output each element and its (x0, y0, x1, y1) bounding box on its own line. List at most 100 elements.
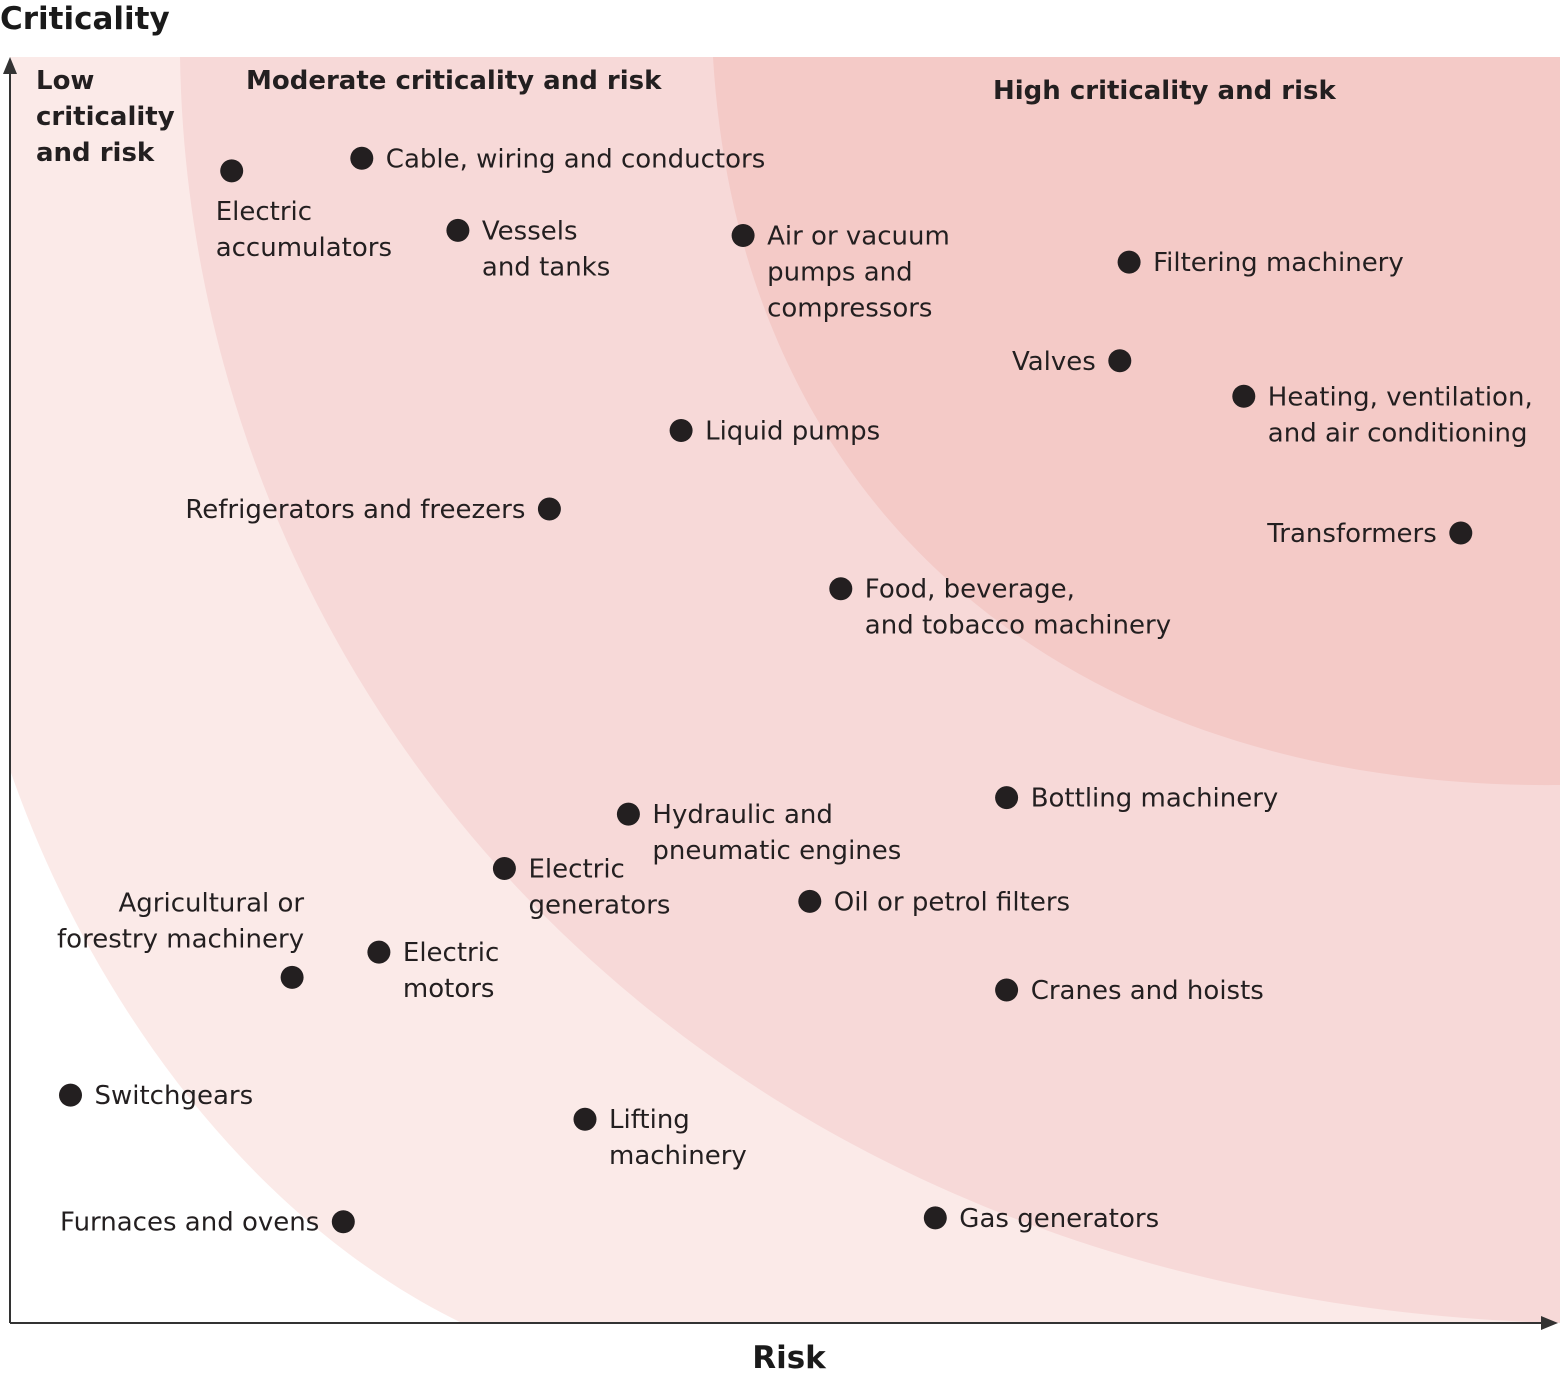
point-label: Electric motors (403, 938, 499, 1004)
point-label-line: Cable, wiring and conductors (386, 144, 765, 174)
point-label-line: Gas generators (959, 1204, 1159, 1234)
point-group: Liquid pumps (669, 417, 880, 447)
data-point (350, 146, 374, 170)
zone-label-line: High criticality and risk (993, 76, 1336, 106)
data-point (731, 224, 755, 247)
point-label: Transformers (1266, 519, 1437, 549)
point-label-line: Food, beverage, (865, 575, 1075, 605)
data-point (995, 786, 1019, 810)
point-label-line: Refrigerators and freezers (185, 495, 525, 525)
point-group: Air or vacuum pumps and compressors (731, 222, 950, 324)
point-label: Vessels and tanks (482, 216, 610, 282)
point-group: Valves (1012, 347, 1132, 377)
point-label: Electric generators (529, 855, 671, 921)
point-label-line: pumps and (767, 258, 913, 288)
axes (3, 57, 1558, 1330)
point-group: Lifting machinery (573, 1105, 747, 1171)
point-label: Furnaces and ovens (60, 1208, 319, 1238)
zone-labels: Low criticality and risk Moderate criticali… (36, 66, 1336, 168)
point-label-line: Filtering machinery (1153, 248, 1404, 278)
point-label-line: Cranes and hoists (1031, 976, 1264, 1006)
x-axis-title: Risk (752, 1340, 827, 1376)
point-label: Oil or petrol filters (834, 887, 1070, 917)
point-group: Gas generators (923, 1204, 1159, 1234)
point-label: Agricultural or forestry machinery (57, 888, 304, 954)
point-label: Lifting machinery (609, 1105, 747, 1171)
point-label: Gas generators (959, 1204, 1159, 1234)
point-group: Electric generators (492, 855, 671, 921)
point-group: Electric motors (367, 938, 499, 1004)
data-point (59, 1083, 82, 1107)
point-label: Switchgears (95, 1081, 254, 1111)
data-point (995, 978, 1019, 1002)
point-label-line: Agricultural or (119, 888, 305, 918)
point-group: Food, beverage, and tobacco machinery (829, 575, 1171, 641)
data-point (1232, 384, 1256, 408)
point-label-line: Heating, ventilation, (1268, 382, 1533, 412)
data-point (280, 965, 304, 989)
zone-label-line: Moderate criticality and risk (246, 66, 662, 96)
data-point (446, 218, 470, 242)
point-label-line: Valves (1012, 347, 1096, 377)
point-label-line: and air conditioning (1268, 418, 1528, 448)
data-point (1449, 521, 1473, 545)
data-points: Electric accumulators Cable, wiring and co… (57, 144, 1533, 1237)
point-group: Oil or petrol filters (798, 887, 1070, 917)
point-label-line: Bottling machinery (1031, 784, 1279, 814)
point-group: Electric accumulators (216, 159, 392, 263)
point-label: Filtering machinery (1153, 248, 1404, 278)
point-group: Transformers (1266, 519, 1473, 549)
point-group: Filtering machinery (1117, 248, 1404, 278)
point-label-line: Electric (529, 855, 625, 885)
point-label-line: Furnaces and ovens (60, 1208, 319, 1238)
point-label: Liquid pumps (705, 417, 880, 447)
data-point (367, 940, 391, 964)
point-label-line: Electric (403, 938, 499, 968)
point-label-line: motors (403, 974, 495, 1004)
point-label: Hydraulic and pneumatic engines (652, 800, 901, 866)
zone-bands (10, 57, 1560, 1323)
point-label-line: machinery (609, 1141, 747, 1171)
zone-label-line: criticality (36, 102, 175, 132)
data-point (829, 577, 853, 601)
point-label-line: Air or vacuum (767, 222, 950, 252)
zone-label-line: and risk (36, 138, 155, 168)
point-label-line: Switchgears (95, 1081, 254, 1111)
point-label-line: Lifting (609, 1105, 690, 1135)
point-label-line: Transformers (1266, 519, 1437, 549)
point-group: Cable, wiring and conductors (350, 144, 765, 174)
point-group: Refrigerators and freezers (185, 495, 561, 525)
data-point (573, 1107, 597, 1131)
zone-high-band (713, 57, 1560, 786)
point-label: Cranes and hoists (1031, 976, 1264, 1006)
point-label-line: forestry machinery (57, 924, 304, 954)
x-axis-arrow (1541, 1316, 1558, 1330)
point-label: Bottling machinery (1031, 784, 1279, 814)
data-point (492, 857, 516, 880)
point-group: Heating, ventilation, and air conditionin… (1232, 382, 1533, 448)
point-label-line: accumulators (216, 233, 392, 263)
point-group: Agricultural or forestry machinery (57, 888, 304, 989)
point-label: Food, beverage, and tobacco machinery (865, 575, 1171, 641)
point-label: Heating, ventilation, and air conditionin… (1268, 382, 1533, 448)
data-point (220, 159, 244, 183)
point-label-line: compressors (767, 294, 932, 324)
point-label-line: and tanks (482, 252, 610, 282)
point-label-line: and tobacco machinery (865, 611, 1171, 641)
point-label-line: Oil or petrol filters (834, 887, 1070, 917)
y-axis-arrow (3, 57, 17, 74)
point-label: Electric accumulators (216, 197, 392, 263)
point-label-line: Hydraulic and (652, 800, 832, 830)
data-point (1117, 250, 1141, 274)
data-point (616, 802, 640, 826)
data-point (669, 419, 693, 442)
data-point (331, 1210, 355, 1234)
point-label: Cable, wiring and conductors (386, 144, 765, 174)
data-point (798, 889, 822, 913)
point-label: Air or vacuum pumps and compressors (767, 222, 950, 324)
point-label: Valves (1012, 347, 1096, 377)
point-label-line: pneumatic engines (652, 836, 901, 866)
data-point (923, 1206, 947, 1230)
zone-label-low: Low criticality and risk (36, 66, 175, 168)
